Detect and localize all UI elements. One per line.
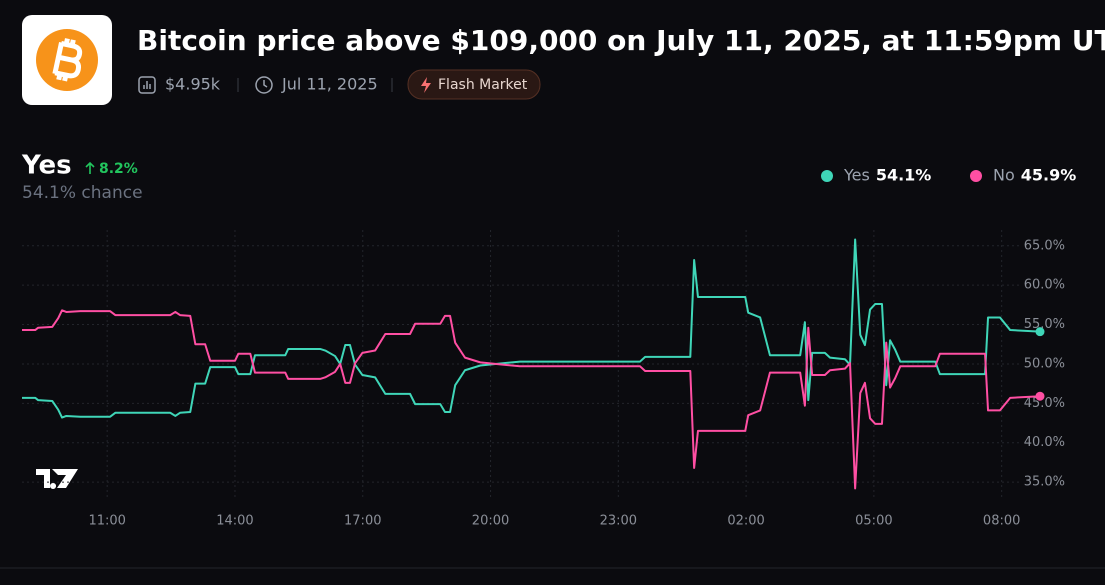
x-tick-label: 11:00 <box>88 514 125 529</box>
y-tick-label: 40.0% <box>1024 435 1065 450</box>
up-arrow <box>85 161 95 174</box>
bitcoin-glyph <box>52 38 83 82</box>
change: 8.2% <box>99 161 138 177</box>
y-tick-label: 50.0% <box>1024 356 1065 371</box>
legend-dot <box>821 170 833 182</box>
y-tick-label: 45.0% <box>1024 396 1065 411</box>
end-dot <box>1035 327 1045 337</box>
tradingview-logo <box>36 469 78 489</box>
x-tick-label: 02:00 <box>727 514 764 529</box>
clock-hands <box>263 80 268 88</box>
legend-value: 54.1% <box>876 166 932 185</box>
legend-dot <box>970 170 982 182</box>
end-date: Jul 11, 2025 <box>281 75 378 94</box>
x-tick-label: 14:00 <box>216 514 253 529</box>
legend-value: 45.9% <box>1021 166 1077 185</box>
flash-icon <box>421 77 431 93</box>
outcome: Yes <box>21 151 72 181</box>
x-tick-label: 23:00 <box>600 514 637 529</box>
y-tick-label: 35.0% <box>1024 475 1065 490</box>
market-title: Bitcoin price above $109,000 on July 11,… <box>137 24 1105 57</box>
x-tick-label: 05:00 <box>855 514 892 529</box>
clock-icon <box>255 76 273 94</box>
volume-icon <box>138 76 156 94</box>
y-tick-label: 65.0% <box>1024 238 1065 253</box>
flash-badge[interactable] <box>407 69 541 100</box>
legend-name: No <box>993 166 1015 185</box>
volume: $4.95k <box>165 75 221 94</box>
y-tick-label: 60.0% <box>1024 278 1065 293</box>
volume-icon-bars <box>143 81 151 89</box>
series-line <box>22 238 1041 419</box>
x-tick-label: 20:00 <box>472 514 509 529</box>
y-tick-label: 55.0% <box>1024 317 1065 332</box>
end-dot <box>1035 391 1045 401</box>
chance: 54.1% chance <box>22 183 143 203</box>
series-line <box>22 309 1041 490</box>
legend-name: Yes <box>843 166 870 185</box>
badge-label: Flash Market <box>438 77 528 93</box>
x-tick-label: 17:00 <box>344 514 381 529</box>
x-tick-label: 08:00 <box>983 514 1020 529</box>
